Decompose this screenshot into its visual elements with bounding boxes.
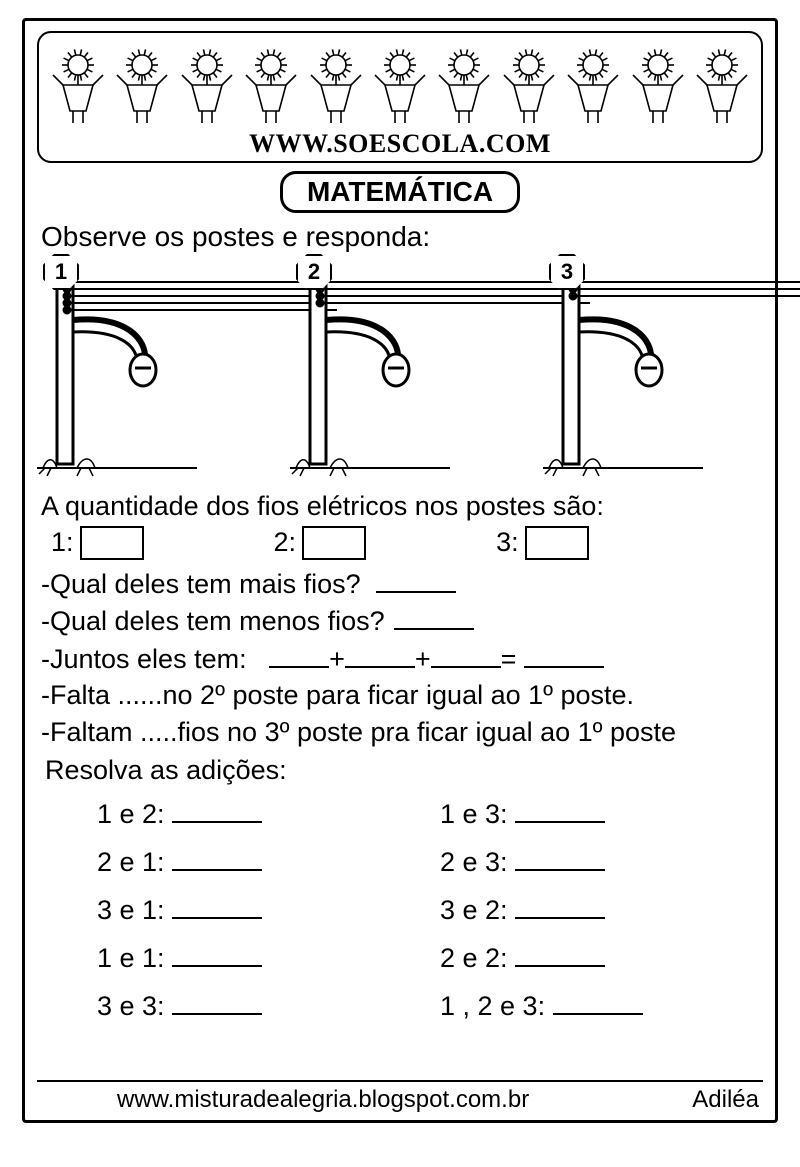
addition-blank[interactable] <box>172 892 262 919</box>
footer-url: www.misturadealegria.blogspot.com.br <box>117 1086 529 1114</box>
footer: www.misturadealegria.blogspot.com.br Adi… <box>37 1080 763 1114</box>
addition-item: 1 e 1: <box>97 940 400 974</box>
kid-icon <box>242 41 300 127</box>
addition-label: 3 e 2: <box>440 895 508 925</box>
addition-item: 3 e 1: <box>97 892 400 926</box>
kid-icon <box>500 41 558 127</box>
q3-blank-b[interactable] <box>345 641 415 668</box>
addition-item: 1 e 2: <box>97 796 400 830</box>
count-label-3: 3: <box>496 527 519 558</box>
question-more-wires: -Qual deles tem mais fios? <box>41 566 763 602</box>
addition-blank[interactable] <box>515 796 605 823</box>
post-1: 1 <box>37 260 257 485</box>
addition-blank[interactable] <box>172 940 262 967</box>
addition-label: 2 e 3: <box>440 847 508 877</box>
addition-label: 1 e 3: <box>440 799 508 829</box>
kid-icon <box>307 41 365 127</box>
q1-text: -Qual deles tem mais fios? <box>41 569 361 599</box>
q3-blank-c[interactable] <box>431 641 501 668</box>
post-3: 3 <box>543 260 763 485</box>
kid-icon <box>629 41 687 127</box>
question-sum: -Juntos eles tem: ++= <box>41 641 763 677</box>
kids-row <box>45 37 755 127</box>
kid-icon <box>564 41 622 127</box>
posts-row: 1 2 <box>37 255 763 485</box>
addition-blank[interactable] <box>515 892 605 919</box>
q3-text: -Juntos eles tem: <box>41 644 247 674</box>
kid-icon <box>49 41 107 127</box>
q3-blank-result[interactable] <box>524 641 604 668</box>
question-missing-2: -Falta ......no 2º poste para ficar igua… <box>41 678 763 713</box>
additions-grid: 1 e 2: 1 e 3: 2 e 1: 2 e 3: 3 e 1: 3 e 2… <box>97 796 743 1022</box>
additions-title: Resolva as adições: <box>45 755 763 786</box>
addition-label: 2 e 1: <box>97 847 165 877</box>
addition-item: 2 e 3: <box>440 844 743 878</box>
lamp-post-icon <box>543 260 763 485</box>
worksheet-page: WWW.SOESCOLA.COM MATEMÁTICA Observe os p… <box>0 0 800 1167</box>
addition-blank[interactable] <box>172 796 262 823</box>
count-item-3: 3: <box>496 526 589 560</box>
addition-item: 2 e 1: <box>97 844 400 878</box>
addition-label: 1 e 1: <box>97 943 165 973</box>
q1-blank[interactable] <box>376 566 456 593</box>
subject-badge: MATEMÁTICA <box>280 171 520 213</box>
content-frame: WWW.SOESCOLA.COM MATEMÁTICA Observe os p… <box>22 18 778 1123</box>
question-less-wires: -Qual deles tem menos fios? <box>41 603 763 639</box>
footer-author: Adiléa <box>692 1086 759 1114</box>
addition-blank[interactable] <box>172 844 262 871</box>
question-missing-3: -Faltam .....fios no 3º poste pra ficar … <box>41 715 763 750</box>
addition-label: 3 e 1: <box>97 895 165 925</box>
count-intro: A quantidade dos fios elétricos nos post… <box>41 489 763 524</box>
post-2: 2 <box>290 260 510 485</box>
kid-icon <box>693 41 751 127</box>
addition-item: 1 e 3: <box>440 796 743 830</box>
addition-label: 2 e 2: <box>440 943 508 973</box>
additions-section: Resolva as adições: 1 e 2: 1 e 3: 2 e 1:… <box>37 755 763 1022</box>
addition-label: 1 e 2: <box>97 799 165 829</box>
lamp-post-icon <box>290 260 510 485</box>
answer-box-2[interactable] <box>302 526 366 560</box>
addition-blank[interactable] <box>515 940 605 967</box>
addition-item: 1 , 2 e 3: <box>440 988 743 1022</box>
addition-blank[interactable] <box>172 988 262 1015</box>
post-number-badge: 3 <box>549 254 585 290</box>
subject-row: MATEMÁTICA <box>37 169 763 217</box>
addition-blank[interactable] <box>553 988 643 1015</box>
addition-label: 1 , 2 e 3: <box>440 991 545 1021</box>
answer-box-3[interactable] <box>525 526 589 560</box>
count-row: 1: 2: 3: <box>51 526 763 560</box>
header-box: WWW.SOESCOLA.COM <box>37 31 763 163</box>
kid-icon <box>371 41 429 127</box>
addition-item: 3 e 2: <box>440 892 743 926</box>
kid-icon <box>178 41 236 127</box>
answer-box-1[interactable] <box>80 526 144 560</box>
addition-item: 2 e 2: <box>440 940 743 974</box>
addition-item: 3 e 3: <box>97 988 400 1022</box>
addition-blank[interactable] <box>515 844 605 871</box>
kid-icon <box>435 41 493 127</box>
instruction-text: Observe os postes e responda: <box>41 221 763 253</box>
q2-text: -Qual deles tem menos fios? <box>41 606 385 636</box>
q2-blank[interactable] <box>394 603 474 630</box>
count-label-1: 1: <box>51 527 74 558</box>
site-url: WWW.SOESCOLA.COM <box>45 129 755 159</box>
addition-label: 3 e 3: <box>97 991 165 1021</box>
count-label-2: 2: <box>274 527 297 558</box>
q3-blank-a[interactable] <box>269 641 329 668</box>
count-item-2: 2: <box>274 526 367 560</box>
count-item-1: 1: <box>51 526 144 560</box>
kid-icon <box>113 41 171 127</box>
lamp-post-icon <box>37 260 257 485</box>
